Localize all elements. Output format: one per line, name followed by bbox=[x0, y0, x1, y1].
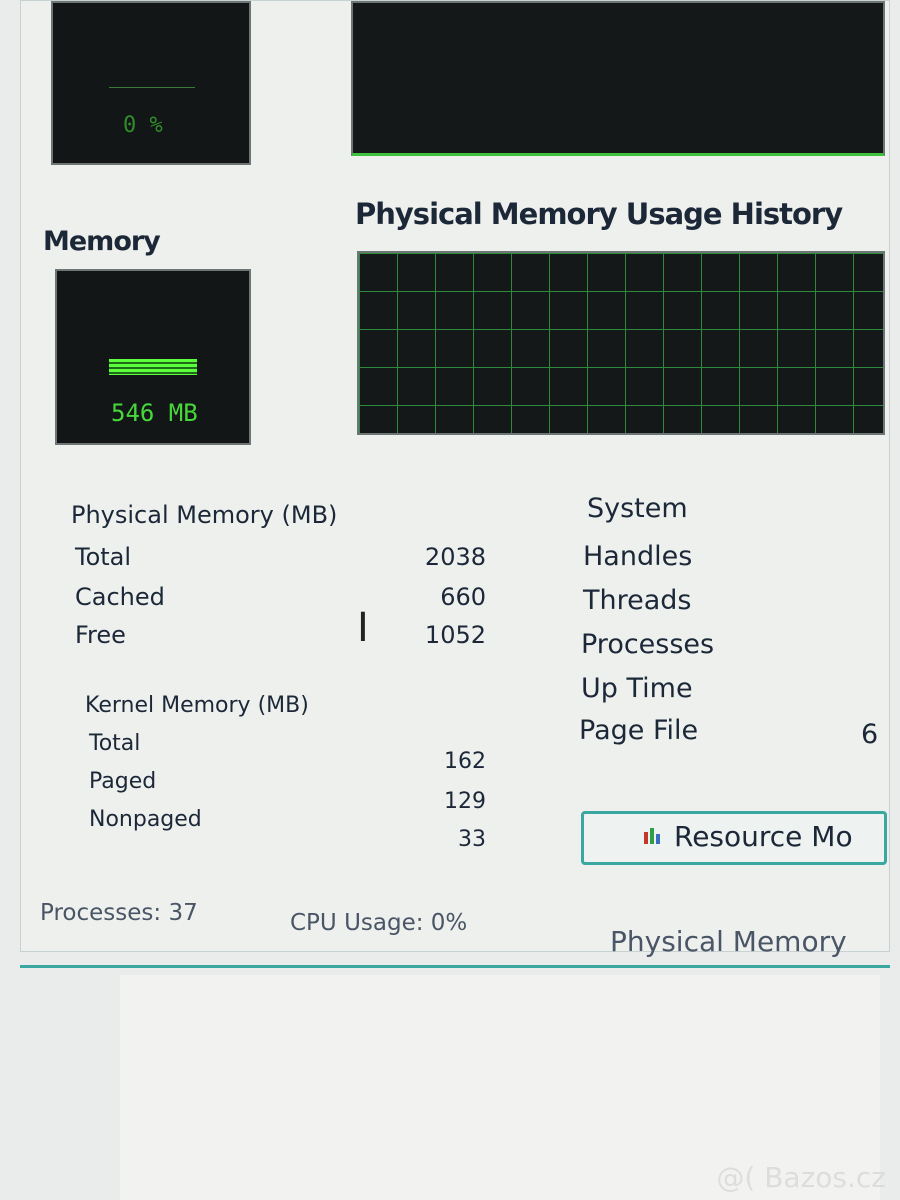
system-uptime-label: Up Time bbox=[581, 673, 693, 704]
status-bar-divider bbox=[20, 965, 890, 968]
resource-monitor-icon bbox=[644, 828, 660, 844]
system-pagefile-value: 6 bbox=[861, 719, 879, 750]
kernel-paged-label: Paged bbox=[89, 769, 157, 794]
kernel-total-label: Total bbox=[89, 731, 141, 756]
status-processes: Processes: 37 bbox=[40, 900, 198, 926]
text-cursor-icon: I bbox=[357, 605, 369, 651]
performance-tab-panel: 0 % Memory 546 MB Physical Memory Usage … bbox=[20, 0, 890, 952]
system-processes-label: Processes bbox=[581, 629, 715, 660]
physical-total-label: Total bbox=[75, 543, 132, 571]
memory-usage-meter: 546 MB bbox=[55, 269, 251, 445]
memory-usage-value: 546 MB bbox=[111, 399, 198, 427]
physical-free-value: 1052 bbox=[424, 621, 486, 649]
background-window bbox=[120, 975, 880, 1200]
watermark: @( Bazos.cz bbox=[716, 1161, 886, 1194]
cpu-usage-history-graph bbox=[351, 1, 885, 156]
kernel-total-value: 162 bbox=[444, 749, 486, 774]
kernel-nonpaged-label: Nonpaged bbox=[89, 807, 202, 832]
cpu-usage-meter: 0 % bbox=[51, 1, 251, 165]
memory-usage-history-graph bbox=[357, 251, 885, 435]
system-header: System bbox=[587, 493, 688, 524]
memory-label: Memory bbox=[43, 226, 161, 257]
memory-usage-bars bbox=[109, 359, 197, 375]
system-handles-label: Handles bbox=[583, 541, 693, 572]
memory-history-title: Physical Memory Usage History bbox=[355, 197, 843, 231]
physical-cached-label: Cached bbox=[75, 583, 165, 611]
status-physical-memory: Physical Memory bbox=[610, 925, 847, 958]
physical-cached-value: 660 bbox=[440, 583, 486, 611]
physical-total-value: 2038 bbox=[424, 543, 486, 571]
system-pagefile-label: Page File bbox=[579, 715, 699, 746]
kernel-memory-header: Kernel Memory (MB) bbox=[85, 693, 309, 718]
physical-free-label: Free bbox=[75, 621, 126, 649]
system-threads-label: Threads bbox=[583, 585, 692, 616]
cpu-meter-line bbox=[109, 87, 195, 88]
resource-monitor-label: Resource Mo bbox=[674, 820, 853, 853]
physical-memory-header: Physical Memory (MB) bbox=[71, 501, 338, 529]
cpu-usage-value: 0 % bbox=[123, 113, 163, 138]
status-cpu-usage: CPU Usage: 0% bbox=[290, 910, 468, 936]
resource-monitor-button[interactable]: Resource Mo bbox=[581, 811, 887, 865]
kernel-paged-value: 129 bbox=[444, 789, 486, 814]
kernel-nonpaged-value: 33 bbox=[458, 827, 486, 852]
